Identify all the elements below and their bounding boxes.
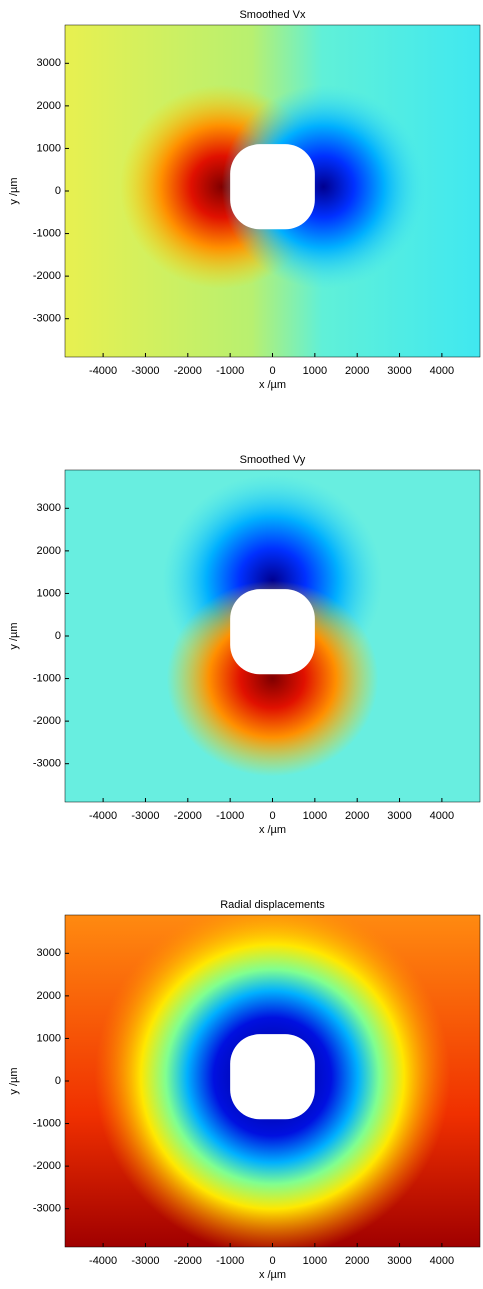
hole [230, 1034, 315, 1120]
y-tick-label: 2000 [37, 100, 61, 112]
x-tick-label: 2000 [345, 1255, 369, 1267]
y-tick-label: -3000 [33, 313, 61, 325]
x-tick-label: -2000 [174, 365, 202, 377]
x-tick-label: -4000 [89, 1255, 117, 1267]
x-tick-label: 3000 [387, 810, 411, 822]
x-tick-label: 0 [269, 1255, 275, 1267]
x-tick-label: -4000 [89, 365, 117, 377]
y-tick-label: -3000 [33, 758, 61, 770]
x-tick-label: 4000 [430, 810, 454, 822]
y-tick-label: 0 [55, 630, 61, 642]
x-tick-label: -1000 [216, 1255, 244, 1267]
y-tick-label: 1000 [37, 1032, 61, 1044]
y-tick-label: -2000 [33, 715, 61, 727]
x-tick-label: -3000 [131, 365, 159, 377]
y-tick-label: 3000 [37, 947, 61, 959]
x-tick-label: -3000 [131, 810, 159, 822]
hole [230, 589, 315, 675]
chart-title: Smoothed Vx [239, 9, 306, 21]
x-tick-label: 3000 [387, 1255, 411, 1267]
x-tick-label: -1000 [216, 365, 244, 377]
x-tick-label: 1000 [303, 810, 327, 822]
x-tick-label: -3000 [131, 1255, 159, 1267]
hole [230, 144, 315, 230]
y-tick-label: 1000 [37, 142, 61, 154]
y-tick-label: 0 [55, 1075, 61, 1087]
x-tick-label: 1000 [303, 365, 327, 377]
x-tick-label: -2000 [174, 810, 202, 822]
field [65, 25, 480, 357]
x-tick-label: 3000 [387, 365, 411, 377]
y-axis-label: y /µm [8, 622, 20, 649]
x-tick-label: 2000 [345, 365, 369, 377]
chart-title: Radial displacements [220, 899, 325, 911]
x-tick-label: 2000 [345, 810, 369, 822]
x-tick-label: -2000 [174, 1255, 202, 1267]
x-tick-label: 4000 [430, 365, 454, 377]
x-tick-label: 4000 [430, 1255, 454, 1267]
field [65, 915, 480, 1247]
y-tick-label: -1000 [33, 227, 61, 239]
y-tick-label: 2000 [37, 545, 61, 557]
x-tick-label: -4000 [89, 810, 117, 822]
x-axis-label: x /µm [259, 824, 286, 836]
field [65, 470, 480, 802]
chart-title: Smoothed Vy [240, 454, 306, 466]
field-blob [166, 580, 379, 777]
y-tick-label: 3000 [37, 57, 61, 69]
y-tick-label: 1000 [37, 587, 61, 599]
field-blob [221, 84, 425, 289]
y-tick-label: -3000 [33, 1203, 61, 1215]
x-tick-label: 0 [269, 810, 275, 822]
y-axis-label: y /µm [8, 177, 20, 204]
y-tick-label: -2000 [33, 1160, 61, 1172]
x-tick-label: -1000 [216, 810, 244, 822]
x-axis-label: x /µm [259, 379, 286, 391]
x-tick-label: 1000 [303, 1255, 327, 1267]
x-axis-label: x /µm [259, 1269, 286, 1281]
y-tick-label: -2000 [33, 270, 61, 282]
y-tick-label: 0 [55, 185, 61, 197]
y-tick-label: -1000 [33, 1117, 61, 1129]
x-tick-label: 0 [269, 365, 275, 377]
y-tick-label: -1000 [33, 672, 61, 684]
y-tick-label: 2000 [37, 990, 61, 1002]
y-tick-label: 3000 [37, 502, 61, 514]
y-axis-label: y /µm [8, 1067, 20, 1094]
